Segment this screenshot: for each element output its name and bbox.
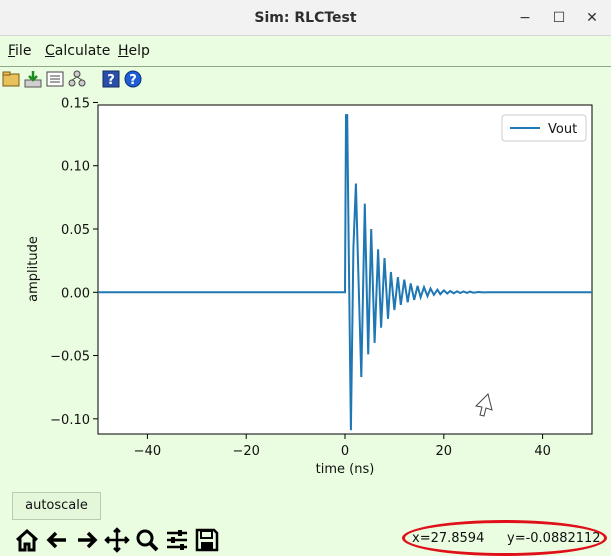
zoom-icon[interactable] xyxy=(134,526,160,554)
x-tick-label: 40 xyxy=(534,444,551,459)
open-folder-icon[interactable] xyxy=(2,70,20,88)
autoscale-button[interactable]: autoscale xyxy=(12,492,101,520)
forward-arrow-icon[interactable] xyxy=(74,526,100,554)
x-tick-label: 20 xyxy=(436,444,453,459)
window-title: Sim: RLCTest xyxy=(254,10,357,26)
plot-area: −0.10 −0.05 0.00 0.05 0.10 0.15 −40 −20 0 20 40 V… xyxy=(0,96,611,481)
download-icon[interactable] xyxy=(24,70,42,88)
home-icon[interactable] xyxy=(14,526,40,554)
menubar: File Calculate Help xyxy=(0,37,611,67)
menu-help[interactable]: Help xyxy=(118,43,150,59)
series-vout-line xyxy=(98,114,592,431)
y-tick-label: 0.10 xyxy=(61,160,90,175)
y-tick-label: 0.15 xyxy=(61,96,90,111)
save-icon[interactable] xyxy=(194,526,220,554)
configure-subplots-icon[interactable] xyxy=(164,526,190,554)
menu-help-label: Help xyxy=(118,43,150,59)
list-icon[interactable] xyxy=(46,70,64,88)
menu-calculate-label: Calculate xyxy=(45,43,111,59)
network-icon[interactable] xyxy=(68,70,86,88)
legend-label-vout: Vout xyxy=(548,122,577,137)
y-tick-label: 0.05 xyxy=(61,223,90,238)
pan-icon[interactable] xyxy=(104,526,130,554)
window-titlebar: Sim: RLCTest − ☐ ✕ xyxy=(0,0,611,36)
svg-text:?: ? xyxy=(129,73,137,88)
y-tick-label: −0.10 xyxy=(50,413,90,428)
maximize-button[interactable]: ☐ xyxy=(552,10,566,26)
back-arrow-icon[interactable] xyxy=(44,526,70,554)
svg-text:?: ? xyxy=(107,73,115,88)
signal-chart[interactable]: −0.10 −0.05 0.00 0.05 0.10 0.15 −40 −20 0 20 40 V… xyxy=(0,96,611,481)
help-question-icon[interactable]: ? xyxy=(124,70,142,88)
legend: Vout xyxy=(501,114,587,142)
close-button[interactable]: ✕ xyxy=(586,10,598,26)
y-tick-label: −0.05 xyxy=(50,350,90,365)
help-book-icon[interactable]: ? xyxy=(102,70,120,88)
x-tick-label: −20 xyxy=(232,444,259,459)
legend-box xyxy=(501,114,587,142)
y-tick-label: 0.00 xyxy=(61,286,90,301)
navigation-toolbar xyxy=(12,526,232,554)
x-tick-label: 0 xyxy=(341,444,349,459)
highlight-annotation-ellipse xyxy=(402,520,607,556)
x-tick-label: −40 xyxy=(134,444,161,459)
x-axis-label: time (ns) xyxy=(316,462,375,477)
menu-file-label: File xyxy=(8,43,32,59)
menu-calculate[interactable]: Calculate xyxy=(45,43,110,59)
menu-file[interactable]: File xyxy=(8,43,31,59)
toolbar: ? ? xyxy=(0,69,611,91)
y-axis-label: amplitude xyxy=(26,236,41,302)
mouse-cursor-icon xyxy=(474,393,493,417)
minimize-button[interactable]: − xyxy=(519,10,531,26)
